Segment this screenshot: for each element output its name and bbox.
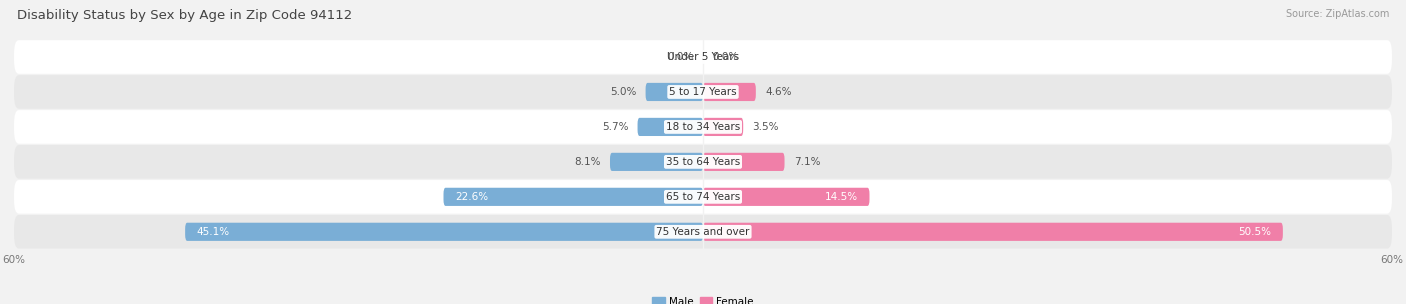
FancyBboxPatch shape [14,145,1392,179]
FancyBboxPatch shape [637,118,703,136]
Text: 0.0%: 0.0% [713,52,738,62]
Text: 14.5%: 14.5% [825,192,858,202]
Text: 50.5%: 50.5% [1239,227,1271,237]
Text: 5.0%: 5.0% [610,87,637,97]
Text: 3.5%: 3.5% [752,122,779,132]
Text: 35 to 64 Years: 35 to 64 Years [666,157,740,167]
Text: 5.7%: 5.7% [602,122,628,132]
FancyBboxPatch shape [703,153,785,171]
Legend: Male, Female: Male, Female [648,293,758,304]
FancyBboxPatch shape [186,223,703,241]
Text: 22.6%: 22.6% [456,192,488,202]
FancyBboxPatch shape [14,40,1392,74]
Text: 7.1%: 7.1% [794,157,820,167]
FancyBboxPatch shape [645,83,703,101]
FancyBboxPatch shape [14,215,1392,249]
Text: Disability Status by Sex by Age in Zip Code 94112: Disability Status by Sex by Age in Zip C… [17,9,352,22]
FancyBboxPatch shape [610,153,703,171]
FancyBboxPatch shape [703,223,1282,241]
Text: Under 5 Years: Under 5 Years [666,52,740,62]
Text: 75 Years and over: 75 Years and over [657,227,749,237]
Text: 65 to 74 Years: 65 to 74 Years [666,192,740,202]
Text: 5 to 17 Years: 5 to 17 Years [669,87,737,97]
Text: 8.1%: 8.1% [574,157,600,167]
FancyBboxPatch shape [443,188,703,206]
Text: Source: ZipAtlas.com: Source: ZipAtlas.com [1285,9,1389,19]
FancyBboxPatch shape [14,180,1392,214]
Text: 4.6%: 4.6% [765,87,792,97]
Text: 45.1%: 45.1% [197,227,229,237]
Text: 18 to 34 Years: 18 to 34 Years [666,122,740,132]
Text: 0.0%: 0.0% [668,52,693,62]
FancyBboxPatch shape [703,118,744,136]
FancyBboxPatch shape [703,83,756,101]
FancyBboxPatch shape [14,75,1392,109]
FancyBboxPatch shape [14,110,1392,144]
FancyBboxPatch shape [703,188,869,206]
